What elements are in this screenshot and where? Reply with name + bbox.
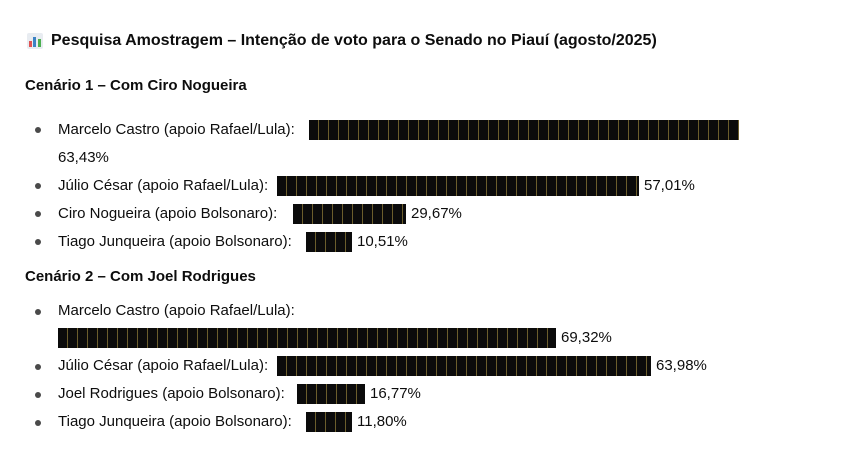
bar-chart-icon: [27, 33, 43, 49]
bullet: [35, 183, 41, 189]
vote-percentage: 11,80%: [357, 413, 407, 430]
scenario-2-heading: Cenário 2 – Com Joel Rodrigues: [25, 268, 256, 285]
vote-bar: [306, 232, 352, 252]
vote-bar: [293, 204, 406, 224]
vote-percentage: 16,77%: [370, 385, 421, 402]
vote-percentage: 63,43%: [58, 149, 109, 166]
bullet: [35, 127, 41, 133]
candidate-label: Marcelo Castro (apoio Rafael/Lula):: [58, 121, 295, 138]
candidate-label: Júlio César (apoio Rafael/Lula):: [58, 357, 269, 374]
vote-bar: [58, 328, 556, 348]
vote-percentage: 63,98%: [656, 357, 707, 374]
bullet: [35, 364, 41, 370]
page-title-text: Pesquisa Amostragem – Intenção de voto p…: [51, 32, 657, 49]
bullet: [35, 420, 41, 426]
candidate-label: Júlio César (apoio Rafael/Lula):: [58, 177, 269, 194]
bullet: [35, 309, 41, 315]
bullet: [35, 211, 41, 217]
vote-bar: [297, 384, 365, 404]
candidate-label: Marcelo Castro (apoio Rafael/Lula):: [58, 302, 295, 319]
vote-percentage: 10,51%: [357, 233, 408, 250]
vote-percentage: 57,01%: [644, 177, 695, 194]
candidate-label: Tiago Junqueira (apoio Bolsonaro):: [58, 413, 292, 430]
candidate-label: Joel Rodrigues (apoio Bolsonaro):: [58, 385, 285, 402]
vote-bar: [309, 120, 739, 140]
candidate-label: Ciro Nogueira (apoio Bolsonaro):: [58, 205, 278, 222]
bullet: [35, 239, 41, 245]
vote-percentage: 29,67%: [411, 205, 462, 222]
page-title: Pesquisa Amostragem – Intenção de voto p…: [27, 32, 657, 50]
vote-bar: [277, 176, 639, 196]
vote-bar: [277, 356, 651, 376]
bullet: [35, 392, 41, 398]
vote-bar: [306, 412, 352, 432]
vote-percentage: 69,32%: [561, 329, 612, 346]
candidate-label: Tiago Junqueira (apoio Bolsonaro):: [58, 233, 292, 250]
scenario-1-heading: Cenário 1 – Com Ciro Nogueira: [25, 77, 247, 94]
